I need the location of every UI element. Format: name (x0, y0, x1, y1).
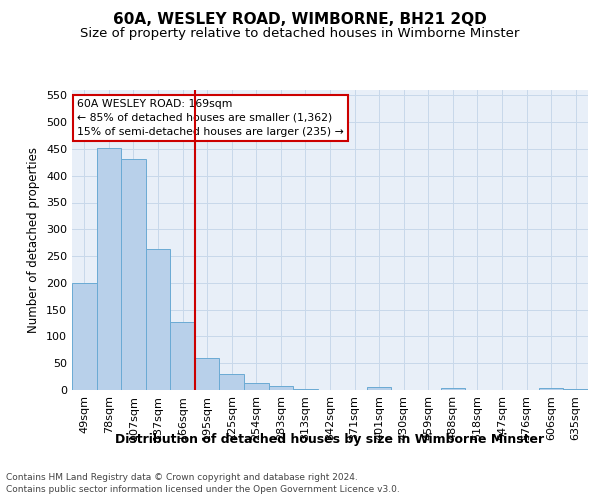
Bar (244, 382, 269, 390)
Bar (269, 386, 293, 390)
Text: 60A WESLEY ROAD: 169sqm
← 85% of detached houses are smaller (1,362)
15% of semi: 60A WESLEY ROAD: 169sqm ← 85% of detache… (77, 99, 344, 137)
Bar (195, 358, 220, 390)
Text: Distribution of detached houses by size in Wimborne Minster: Distribution of detached houses by size … (115, 432, 545, 446)
Text: Contains public sector information licensed under the Open Government Licence v3: Contains public sector information licen… (6, 485, 400, 494)
Bar (72, 284, 97, 390)
Bar (170, 322, 195, 390)
Bar (97, 148, 121, 390)
Bar (121, 158, 146, 390)
Bar (293, 389, 318, 390)
Bar (563, 389, 588, 390)
Text: Size of property relative to detached houses in Wimborne Minster: Size of property relative to detached ho… (80, 28, 520, 40)
Text: Contains HM Land Registry data © Crown copyright and database right 2024.: Contains HM Land Registry data © Crown c… (6, 472, 358, 482)
Bar (440, 388, 465, 390)
Text: 60A, WESLEY ROAD, WIMBORNE, BH21 2QD: 60A, WESLEY ROAD, WIMBORNE, BH21 2QD (113, 12, 487, 28)
Bar (220, 374, 244, 390)
Bar (367, 387, 391, 390)
Bar (146, 249, 170, 390)
Y-axis label: Number of detached properties: Number of detached properties (28, 147, 40, 333)
Bar (539, 388, 563, 390)
